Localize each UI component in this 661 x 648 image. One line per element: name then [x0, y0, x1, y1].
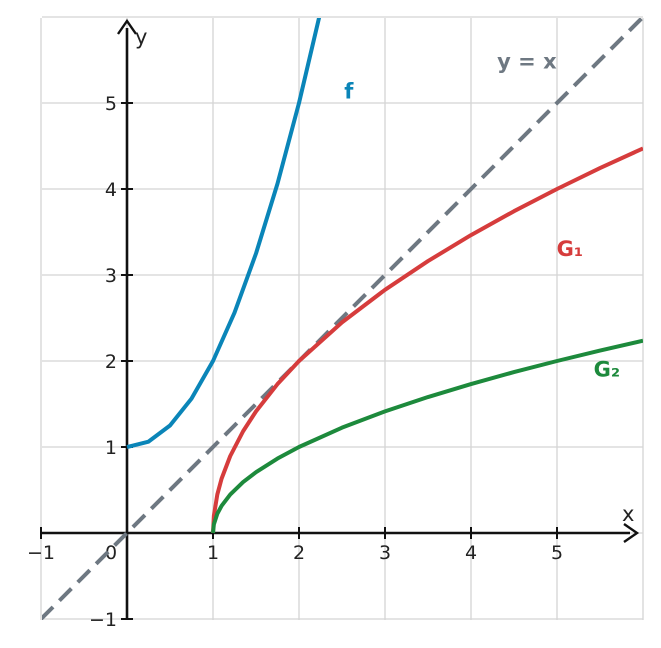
- curve-yx: [42, 18, 643, 620]
- x-tick-label: 0: [105, 542, 117, 564]
- x-tick-label: −1: [27, 542, 55, 564]
- y-tick-label: 2: [105, 351, 117, 373]
- curve-label-f: f: [344, 80, 354, 104]
- y-tick-label: 5: [105, 93, 117, 115]
- x-tick-label: 1: [207, 542, 219, 564]
- y-tick-label: 4: [105, 179, 117, 201]
- curve-label-g: G₁: [557, 237, 583, 261]
- x-tick-label: 4: [465, 542, 477, 564]
- y-axis-label: y: [135, 25, 147, 49]
- curve-label-g: G₂: [594, 357, 620, 381]
- y-tick-label: −1: [89, 609, 117, 631]
- x-axis-arrow: [623, 523, 640, 543]
- curve-g: [211, 338, 643, 534]
- axes: −1 0 1 2 3 4 5 −1 1 2 3 4 5: [27, 18, 640, 631]
- curve-label-yx: y = x: [497, 50, 557, 74]
- y-tick-label: 1: [105, 437, 117, 459]
- y-axis-arrow: [117, 18, 137, 35]
- curves: [42, 18, 643, 620]
- x-axis-label: x: [622, 502, 634, 526]
- x-tick-label: 3: [379, 542, 391, 564]
- curve-g: [211, 146, 643, 534]
- x-tick-label: 2: [293, 542, 305, 564]
- grid: [40, 16, 644, 620]
- curve-f: [126, 18, 322, 449]
- labels: x y f y = x G₁ G₂: [135, 25, 634, 526]
- x-tick-label: 5: [551, 542, 563, 564]
- y-tick-label: 3: [105, 265, 117, 287]
